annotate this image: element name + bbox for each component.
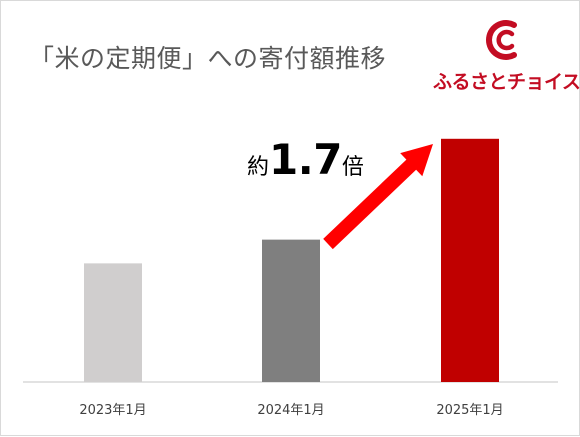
annotation-value: 1.7 [269,135,342,184]
x-tick-label: 2023年1月 [79,403,146,418]
furusato-choice-logo: ふるさとチョイス [433,15,580,95]
annotation-suffix: 倍 [341,155,364,180]
bar-3 [441,138,499,382]
growth-arrow-icon [323,144,433,250]
bar-1 [84,263,142,382]
logo-text: ふるさとチョイス [433,71,580,93]
x-tick-label: 2024年1月 [257,403,324,418]
chart-title: 「米の定期便」への寄付額推移 [29,44,387,73]
bar-2 [262,239,320,382]
furusato-choice-c-logo-icon [486,20,517,60]
annotation-prefix: 約 [247,155,270,180]
x-tick-label: 2025年1月 [436,403,503,418]
growth-annotation: 約1.7倍 [247,135,364,184]
